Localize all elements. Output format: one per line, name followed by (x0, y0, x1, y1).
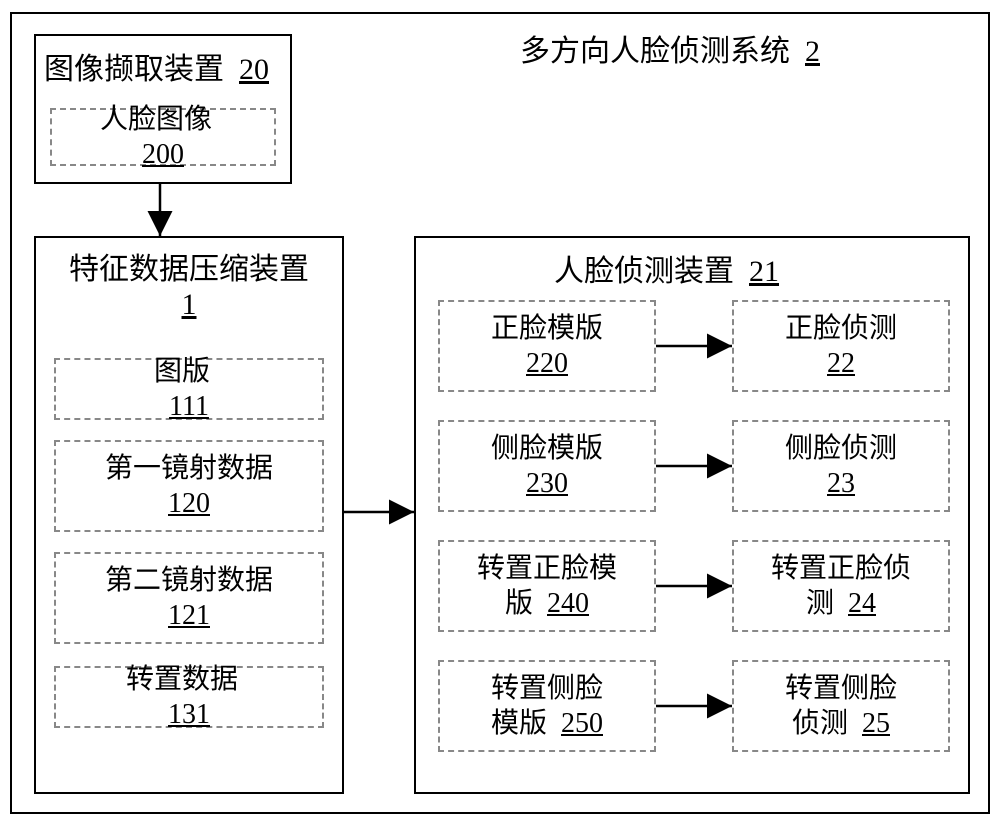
detector-1-num: 23 (827, 468, 855, 499)
template-0-num: 220 (526, 348, 568, 379)
detector-1-numline: 23 (827, 466, 855, 501)
detector-3-line2-text: 侦测 (792, 708, 862, 739)
detector-3-line1: 转置侧脸 (785, 671, 897, 706)
template-2-line2: 版 240 (505, 586, 589, 621)
compress-item-1: 第一镜射数据120 (54, 440, 324, 532)
compress-title-numline: 1 (34, 288, 344, 322)
system-title-text: 多方向人脸侦测系统 (520, 35, 805, 68)
compress-item-0: 图版 111 (54, 358, 324, 420)
compress-title-text: 特征数据压缩装置 (34, 244, 344, 288)
detect-title-text: 人脸侦测装置 (554, 255, 749, 288)
compress-item-0-num: 111 (169, 389, 209, 424)
detector-1: 侧脸侦测23 (732, 420, 950, 512)
detector-0-text: 正脸侦测 (785, 311, 897, 346)
face-image-num: 200 (142, 137, 184, 172)
compress-item-1-num: 120 (168, 488, 210, 519)
template-3-num: 250 (561, 708, 603, 739)
template-0-text: 正脸模版 (491, 311, 603, 346)
compress-item-2: 第二镜射数据121 (54, 552, 324, 644)
template-0: 正脸模版220 (438, 300, 656, 392)
capture-title-text: 图像撷取装置 (44, 53, 239, 86)
compress-title-num: 1 (182, 288, 197, 321)
compress-item-2-text: 第二镜射数据 (105, 563, 273, 598)
compress-title: 特征数据压缩装置1 (34, 244, 344, 322)
template-1-numline: 230 (526, 466, 568, 501)
capture-title: 图像撷取装置 20 (44, 44, 269, 88)
detector-3-line2: 侦测 25 (792, 706, 890, 741)
template-3-line2-text: 模版 (491, 708, 561, 739)
compress-item-2-num: 121 (168, 600, 210, 631)
template-0-numline: 220 (526, 346, 568, 381)
compress-item-3-num: 131 (168, 697, 210, 732)
template-1-text: 侧脸模版 (491, 431, 603, 466)
template-2: 转置正脸模版 240 (438, 540, 656, 632)
detector-2-num: 24 (848, 588, 876, 619)
compress-item-0-text: 图版 (154, 354, 224, 389)
detector-3: 转置侧脸侦测 25 (732, 660, 950, 752)
detector-2: 转置正脸侦测 24 (732, 540, 950, 632)
template-1: 侧脸模版230 (438, 420, 656, 512)
face-image-text: 人脸图像 (100, 102, 226, 137)
template-3: 转置侧脸模版 250 (438, 660, 656, 752)
system-title: 多方向人脸侦测系统 2 (520, 26, 820, 70)
detector-1-text: 侧脸侦测 (785, 431, 897, 466)
detector-2-line2-text: 测 (806, 588, 848, 619)
detector-2-line1: 转置正脸侦 (771, 551, 911, 586)
compress-item-2-numline: 121 (168, 598, 210, 633)
template-2-line2-text: 版 (505, 588, 547, 619)
template-2-line1: 转置正脸模 (477, 551, 617, 586)
template-2-num: 240 (547, 588, 589, 619)
detector-2-line2: 测 24 (806, 586, 876, 621)
compress-item-3: 转置数据 131 (54, 666, 324, 728)
capture-title-num: 20 (239, 53, 269, 86)
template-3-line1: 转置侧脸 (491, 671, 603, 706)
template-3-line2: 模版 250 (491, 706, 603, 741)
detector-0-num: 22 (827, 348, 855, 379)
compress-item-1-numline: 120 (168, 486, 210, 521)
detect-title: 人脸侦测装置 21 (554, 246, 779, 290)
detector-0: 正脸侦测22 (732, 300, 950, 392)
compress-item-1-text: 第一镜射数据 (105, 451, 273, 486)
face-image: 人脸图像 200 (50, 108, 276, 166)
detector-0-numline: 22 (827, 346, 855, 381)
detect-title-num: 21 (749, 255, 779, 288)
template-1-num: 230 (526, 468, 568, 499)
system-title-num: 2 (805, 35, 820, 68)
compress-item-3-text: 转置数据 (126, 662, 252, 697)
detector-3-num: 25 (862, 708, 890, 739)
